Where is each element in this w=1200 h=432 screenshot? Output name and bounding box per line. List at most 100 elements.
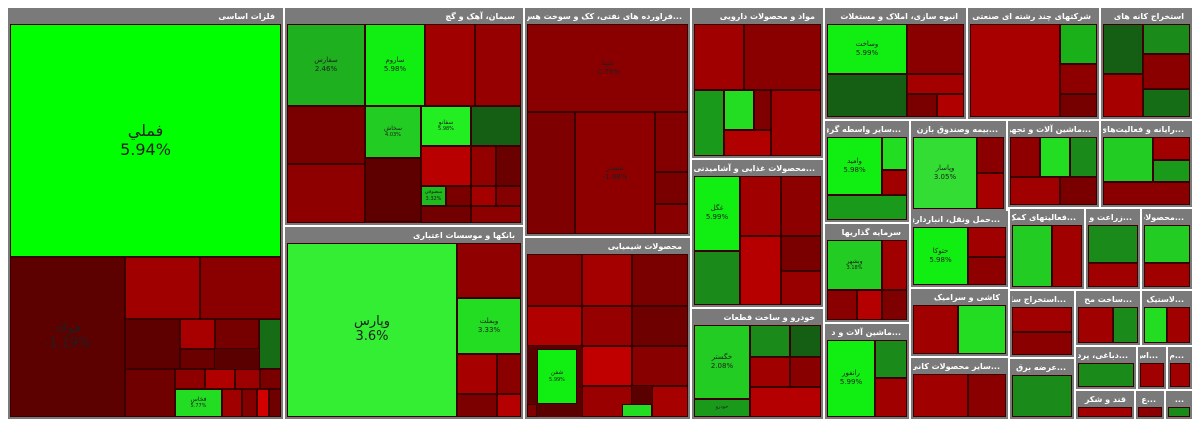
stock-tile[interactable]: [471, 146, 496, 186]
stock-tile[interactable]: وپارس 3.6%: [287, 243, 457, 417]
stock-tile[interactable]: [1170, 363, 1190, 387]
stock-tile[interactable]: [1012, 332, 1072, 355]
stock-tile[interactable]: شفن 5.99%: [537, 349, 577, 404]
stock-tile[interactable]: [1103, 137, 1153, 182]
stock-tile[interactable]: [744, 24, 821, 90]
stock-tile[interactable]: [740, 236, 781, 305]
stock-tile[interactable]: سفارس 2.46%: [287, 24, 365, 106]
stock-tile[interactable]: [724, 90, 754, 130]
stock-tile[interactable]: [527, 112, 575, 234]
stock-tile[interactable]: شبندر -1.88%: [575, 112, 655, 234]
stock-tile[interactable]: [750, 357, 790, 387]
stock-tile[interactable]: [1078, 307, 1113, 343]
stock-tile[interactable]: [1103, 24, 1143, 74]
stock-tile[interactable]: [724, 130, 771, 156]
stock-tile[interactable]: [857, 290, 882, 320]
stock-tile[interactable]: [632, 306, 688, 346]
stock-tile[interactable]: [827, 195, 907, 220]
stock-tile[interactable]: وبشهر 3.18%: [827, 240, 882, 290]
stock-tile[interactable]: [1103, 74, 1143, 117]
stock-tile[interactable]: [1060, 64, 1097, 94]
stock-tile[interactable]: [1140, 363, 1164, 387]
stock-tile[interactable]: [287, 164, 365, 223]
stock-tile[interactable]: [457, 354, 497, 394]
stock-tile[interactable]: [875, 340, 907, 378]
stock-tile[interactable]: [200, 257, 281, 319]
stock-tile[interactable]: [632, 254, 688, 306]
stock-tile[interactable]: [750, 325, 790, 357]
stock-tile[interactable]: [1138, 407, 1162, 417]
stock-tile[interactable]: [968, 374, 1006, 417]
stock-tile[interactable]: وپاسار 3.05%: [913, 137, 977, 209]
stock-tile[interactable]: [496, 146, 521, 186]
stock-tile[interactable]: [471, 206, 521, 223]
stock-tile[interactable]: [421, 206, 471, 223]
stock-tile[interactable]: [421, 146, 471, 186]
stock-tile[interactable]: [632, 346, 688, 386]
stock-tile[interactable]: [125, 257, 200, 319]
stock-tile[interactable]: [655, 204, 688, 234]
stock-tile[interactable]: [125, 319, 180, 369]
stock-tile[interactable]: [259, 319, 281, 369]
stock-tile[interactable]: وامید 5.98%: [827, 137, 882, 195]
stock-tile[interactable]: [790, 357, 821, 387]
stock-tile[interactable]: سفانو 5.98%: [421, 106, 471, 146]
stock-tile[interactable]: [970, 24, 1060, 117]
stock-tile[interactable]: [968, 257, 1006, 285]
stock-tile[interactable]: رانفور 5.99%: [827, 340, 875, 417]
stock-tile[interactable]: [1143, 54, 1190, 89]
stock-tile[interactable]: [655, 172, 688, 204]
stock-tile[interactable]: [1143, 24, 1190, 54]
stock-tile[interactable]: [913, 374, 968, 417]
stock-tile[interactable]: [655, 112, 688, 172]
stock-tile[interactable]: [913, 305, 958, 354]
stock-tile[interactable]: شپنا -1.79%: [527, 24, 688, 112]
stock-tile[interactable]: [457, 243, 521, 298]
stock-tile[interactable]: [365, 158, 421, 222]
stock-tile[interactable]: [1144, 307, 1167, 343]
stock-tile[interactable]: [1153, 137, 1190, 160]
stock-tile[interactable]: [1012, 375, 1072, 417]
stock-tile[interactable]: [882, 290, 907, 320]
stock-tile[interactable]: خودرو: [694, 399, 750, 417]
stock-tile[interactable]: [582, 306, 632, 346]
stock-tile[interactable]: [781, 176, 821, 236]
stock-tile[interactable]: سخاش 4.03%: [365, 106, 421, 158]
stock-tile[interactable]: [527, 254, 582, 306]
stock-tile[interactable]: [175, 369, 205, 389]
stock-tile[interactable]: [1113, 307, 1138, 343]
stock-tile[interactable]: [496, 186, 521, 206]
stock-tile[interactable]: سصوفي 3.32%: [421, 186, 446, 206]
stock-tile[interactable]: [694, 90, 724, 156]
stock-tile[interactable]: [257, 389, 269, 417]
stock-tile[interactable]: [471, 106, 521, 146]
stock-tile[interactable]: [958, 305, 1006, 354]
stock-tile[interactable]: [1143, 89, 1190, 117]
stock-tile[interactable]: [1012, 307, 1072, 332]
stock-tile[interactable]: [977, 173, 1004, 209]
stock-tile[interactable]: [287, 106, 365, 164]
stock-tile[interactable]: [242, 389, 257, 417]
stock-tile[interactable]: [222, 389, 242, 417]
stock-tile[interactable]: [907, 94, 937, 117]
stock-tile[interactable]: [582, 346, 632, 386]
stock-tile[interactable]: [907, 24, 964, 74]
stock-tile[interactable]: حتوکا 5.98%: [913, 227, 968, 285]
stock-tile[interactable]: [260, 369, 281, 389]
stock-tile[interactable]: فولاد -1.19%: [10, 257, 125, 417]
stock-tile[interactable]: [1060, 24, 1097, 64]
stock-tile[interactable]: خگستر 2.08%: [694, 325, 750, 399]
stock-tile[interactable]: [781, 271, 821, 305]
stock-tile[interactable]: [1078, 363, 1134, 387]
stock-tile[interactable]: وساخت 5.99%: [827, 24, 907, 74]
stock-tile[interactable]: [1144, 225, 1190, 263]
stock-tile[interactable]: [1010, 177, 1060, 205]
stock-tile[interactable]: [882, 240, 907, 290]
stock-tile[interactable]: فخاس 5.77%: [175, 389, 222, 417]
stock-tile[interactable]: [1060, 177, 1097, 205]
stock-tile[interactable]: [475, 24, 521, 106]
stock-tile[interactable]: [694, 251, 740, 305]
stock-tile[interactable]: [527, 306, 582, 346]
stock-tile[interactable]: [446, 186, 471, 206]
stock-tile[interactable]: [125, 369, 175, 417]
